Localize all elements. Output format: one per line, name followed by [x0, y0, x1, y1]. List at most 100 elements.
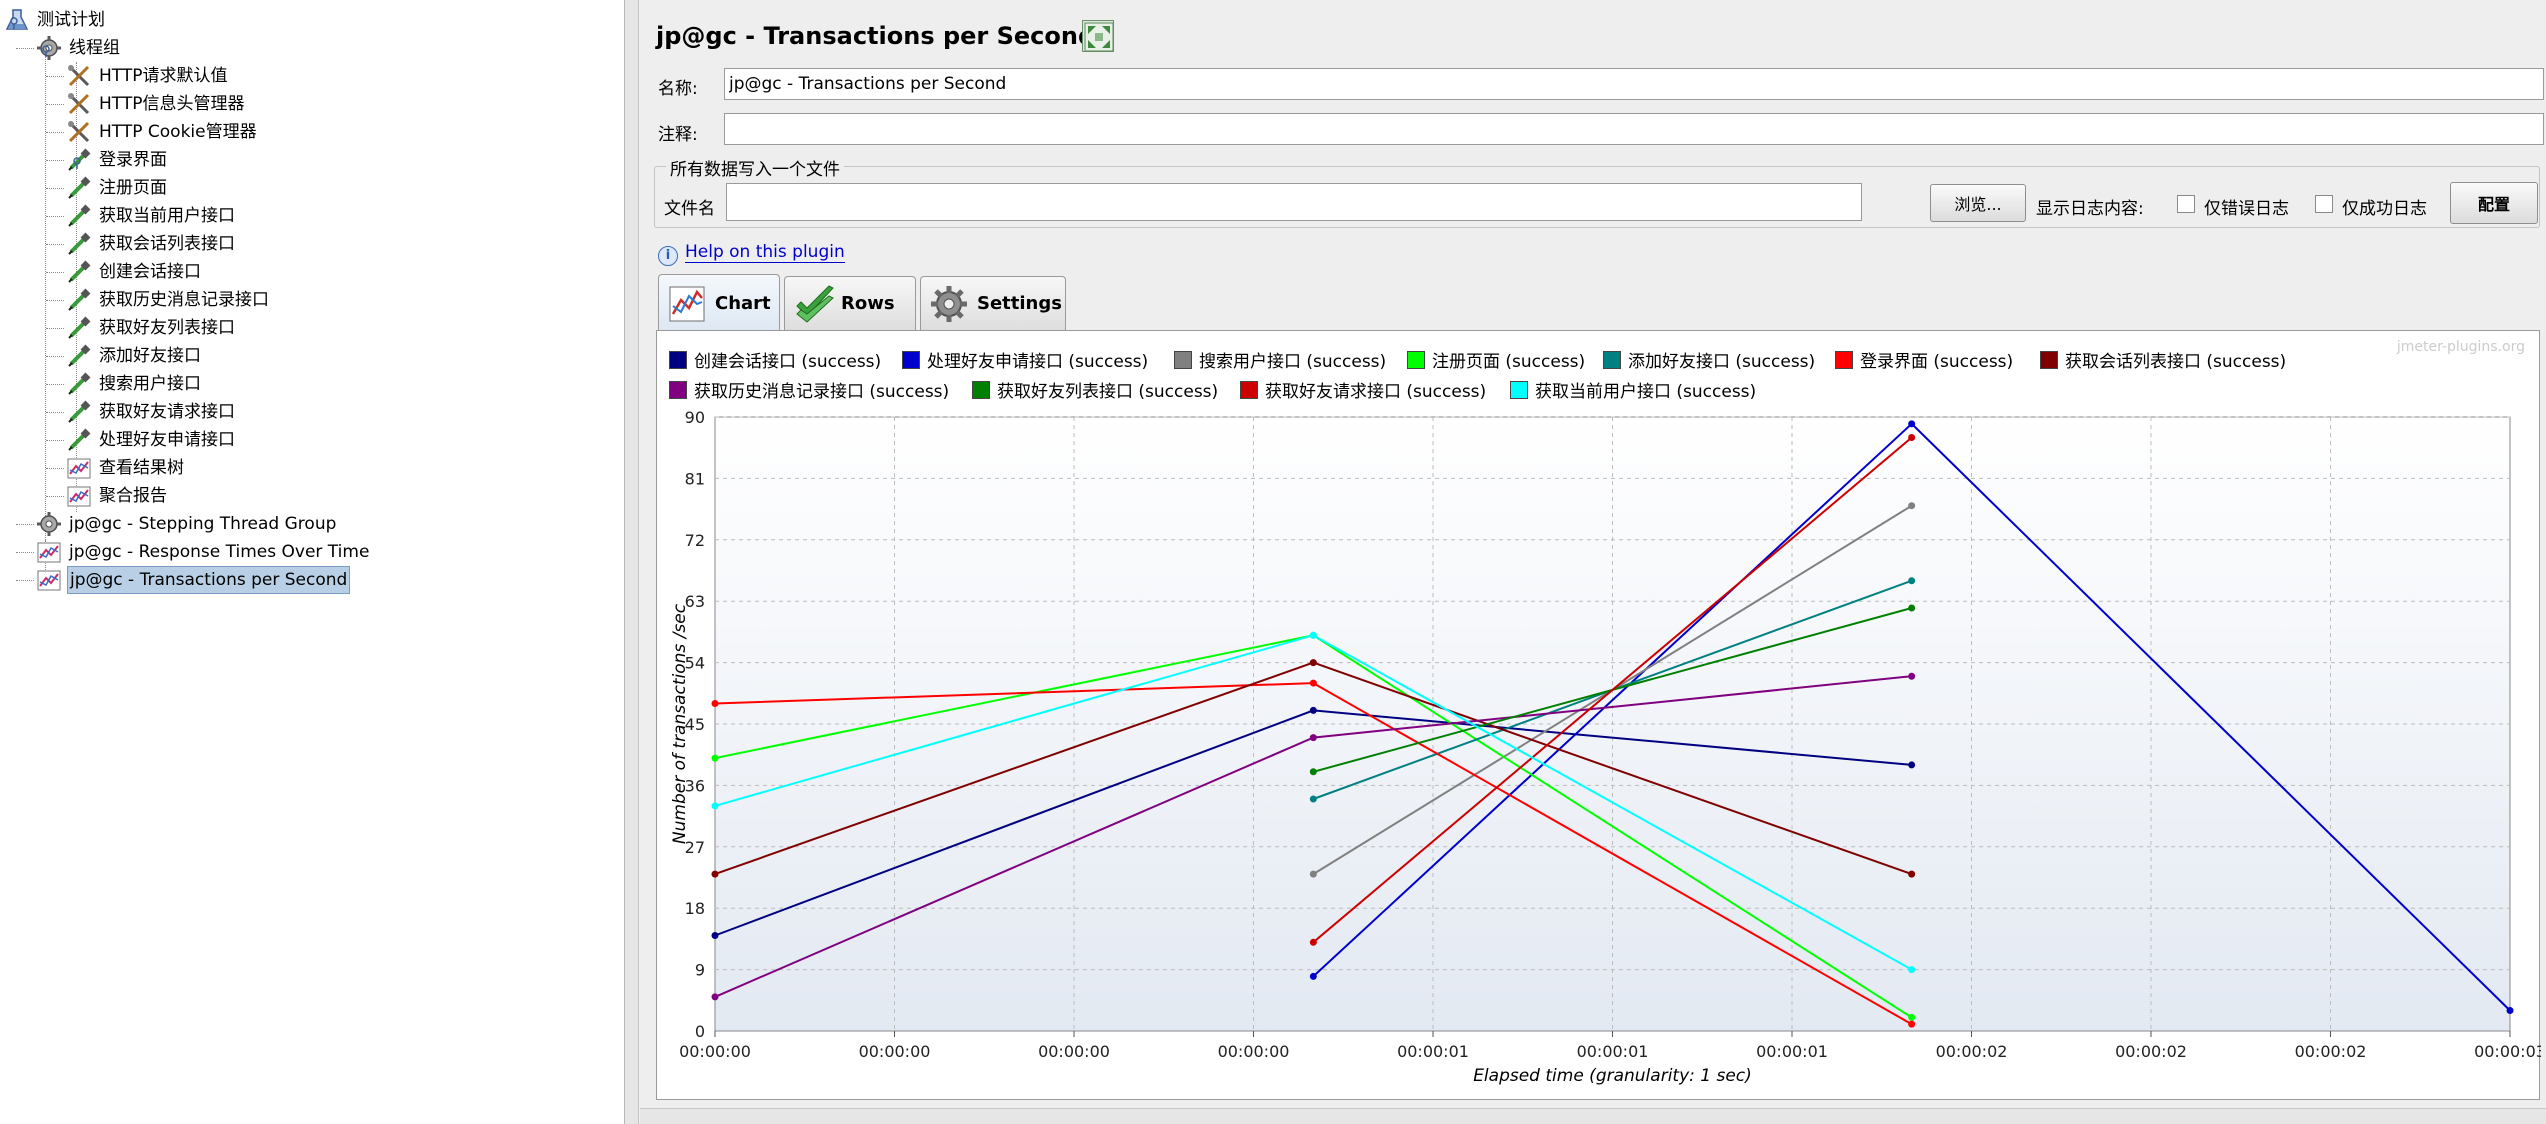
split-pane-divider[interactable] [625, 0, 639, 1124]
tab-rows[interactable]: Rows [784, 276, 916, 330]
x-tick-label: 00:00:00 [1218, 1042, 1290, 1061]
x-tick-label: 00:00:03 [2474, 1042, 2541, 1061]
legend-label: 获取会话列表接口 (success) [2065, 352, 2287, 372]
tree-connector [46, 328, 64, 329]
graph-icon [66, 483, 92, 509]
tree-expand-handle[interactable] [71, 154, 83, 169]
gear-icon [36, 511, 62, 537]
series-line [1312, 436, 1913, 944]
tab-chart[interactable]: Chart [658, 274, 780, 332]
data-point [1309, 659, 1317, 667]
tree-node[interactable]: HTTP信息头管理器 [66, 90, 247, 118]
y-tick-label: 72 [685, 531, 705, 550]
tree-expand-handle[interactable] [8, 14, 20, 29]
expand-icon[interactable] [1082, 20, 1114, 52]
tree-node[interactable]: 创建会话接口 [66, 258, 203, 286]
tree-node[interactable]: HTTP Cookie管理器 [66, 118, 259, 146]
filename-field[interactable] [726, 183, 1862, 221]
tree-connector [16, 524, 34, 525]
x-tick-label: 00:00:00 [679, 1042, 751, 1061]
tree-node-label: 获取当前用户接口 [99, 206, 235, 226]
data-point [1309, 631, 1317, 639]
configure-button[interactable]: 配置 [2450, 182, 2538, 224]
errors-only-checkbox[interactable] [2177, 195, 2195, 213]
tree-node[interactable]: 线程组 [36, 34, 122, 62]
tree-node-label: 线程组 [69, 38, 120, 58]
tree-node[interactable]: 登录界面 [66, 146, 169, 174]
tree-node[interactable]: 获取好友列表接口 [66, 314, 237, 342]
x-tick-label: 00:00:00 [859, 1042, 931, 1061]
y-tick-label: 9 [695, 961, 705, 980]
gear-icon [929, 284, 969, 324]
tree-node-label: 注册页面 [99, 178, 167, 198]
tree-node[interactable]: 查看结果树 [66, 454, 186, 482]
legend-label: 注册页面 (success) [1432, 352, 1586, 372]
tree-node[interactable]: jp@gc - Response Times Over Time [36, 538, 371, 566]
tree-node[interactable]: jp@gc - Stepping Thread Group [36, 510, 338, 538]
legend-swatch [669, 380, 687, 399]
tree-connector [46, 272, 64, 273]
browse-button[interactable]: 浏览... [1930, 184, 2026, 222]
y-axis-label: Number of transactions /sec [670, 603, 690, 844]
checkmark-icon [793, 284, 834, 324]
y-tick-label: 90 [685, 408, 705, 427]
legend-swatch [1407, 350, 1425, 369]
tree-node[interactable]: 获取好友请求接口 [66, 398, 237, 426]
tree-node[interactable]: 获取当前用户接口 [66, 202, 237, 230]
tree-node[interactable]: HTTP请求默认值 [66, 62, 230, 90]
write-to-file-legend: 所有数据写入一个文件 [666, 155, 844, 180]
tree-node[interactable]: 获取会话列表接口 [66, 230, 237, 258]
data-point [1908, 604, 1916, 612]
tree-node-label: jp@gc - Response Times Over Time [69, 542, 370, 562]
help-link[interactable]: Help on this plugin [685, 242, 845, 263]
legend-swatch [972, 380, 990, 399]
y-tick-label: 81 [685, 469, 705, 488]
tree-node[interactable]: 处理好友申请接口 [66, 426, 237, 454]
legend-swatch [902, 350, 920, 369]
data-point [1309, 938, 1317, 946]
tree-node-label: jp@gc - Transactions per Second [67, 566, 351, 594]
tree-connector [46, 244, 64, 245]
tree-node-label: 测试计划 [37, 10, 105, 30]
tree-node-label: 获取会话列表接口 [99, 234, 235, 254]
name-field[interactable] [724, 68, 2544, 100]
comment-field[interactable] [724, 113, 2544, 145]
write-to-file-group [654, 166, 2540, 228]
legend-item: 获取会话列表接口 (success) [2040, 347, 2286, 372]
tree-node[interactable]: 获取历史消息记录接口 [66, 286, 271, 314]
tab-settings[interactable]: Settings [920, 276, 1066, 330]
tools-icon [66, 63, 92, 89]
tree-node[interactable]: jp@gc - Transactions per Second [36, 566, 351, 594]
test-plan-tree[interactable]: 测试计划线程组 HTTP请求默认值 HTTP信息头管理器 HTTP Cookie管理器… [0, 0, 625, 1124]
legend-item: 添加好友接口 (success) [1603, 347, 1815, 372]
legend-item: 获取好友请求接口 (success) [1240, 377, 1486, 402]
legend-swatch [1835, 350, 1853, 369]
data-point [711, 870, 719, 878]
tree-connector [46, 356, 64, 357]
tree-node-label: 聚合报告 [99, 486, 167, 506]
legend-label: 添加好友接口 (success) [1628, 352, 1816, 372]
tree-node-label: 添加好友接口 [99, 346, 201, 366]
tree-connector [76, 62, 77, 512]
tree-node[interactable]: 注册页面 [66, 174, 169, 202]
tree-expand-handle[interactable] [40, 42, 52, 57]
tree-node[interactable]: 添加好友接口 [66, 342, 203, 370]
success-only-checkbox[interactable] [2315, 195, 2333, 213]
tree-node[interactable]: 搜索用户接口 [66, 370, 203, 398]
y-tick-label: 18 [685, 899, 705, 918]
tree-node-label: HTTP请求默认值 [99, 66, 228, 86]
tree-node-label: 创建会话接口 [99, 262, 201, 282]
tree-node[interactable]: 聚合报告 [66, 482, 169, 510]
x-tick-label: 00:00:00 [1038, 1042, 1110, 1061]
legend-item: 搜索用户接口 (success) [1174, 347, 1386, 372]
tree-connector [16, 552, 34, 553]
legend-swatch [1603, 350, 1621, 369]
legend-item: 获取当前用户接口 (success) [1510, 377, 1756, 402]
pipette-icon [66, 231, 92, 257]
data-point [711, 700, 719, 708]
x-tick-label: 00:00:02 [2115, 1042, 2187, 1061]
legend-item: 创建会话接口 (success) [669, 347, 881, 372]
legend-label: 登录界面 (success) [1860, 352, 2014, 372]
data-point [1908, 502, 1916, 510]
tree-connector [46, 104, 64, 105]
